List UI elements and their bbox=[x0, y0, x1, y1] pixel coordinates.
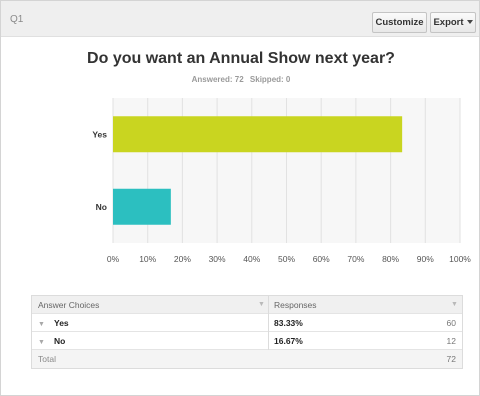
response-count: 12 bbox=[446, 336, 456, 346]
question-title: Do you want an Annual Show next year? bbox=[87, 50, 395, 67]
x-tick-label: 30% bbox=[209, 254, 226, 264]
header-answer-choices-label: Answer Choices bbox=[38, 300, 100, 310]
response-cell: 16.67% bbox=[269, 332, 463, 350]
customize-button-label: Customize bbox=[375, 17, 424, 28]
choice-cell: ▼ Yes bbox=[32, 314, 269, 332]
y-category-label: Yes bbox=[92, 129, 107, 139]
choice-label: Yes bbox=[54, 318, 69, 328]
table-row: ▼ Yes 83.33% 60 bbox=[32, 314, 462, 332]
x-tick-label: 20% bbox=[174, 254, 191, 264]
sort-arrow-icon[interactable]: ▼ bbox=[258, 301, 265, 308]
export-button[interactable]: Export bbox=[430, 12, 476, 33]
total-value: 72 bbox=[446, 354, 456, 364]
question-header: Q1 Customize Export bbox=[1, 1, 479, 37]
customize-button[interactable]: Customize bbox=[372, 12, 427, 33]
x-tick-label: 0% bbox=[107, 254, 120, 264]
sort-arrow-icon[interactable]: ▼ bbox=[451, 301, 458, 308]
response-percent: 16.67% bbox=[274, 336, 303, 346]
response-cell: 83.33% bbox=[269, 314, 463, 332]
choice-label: No bbox=[54, 336, 66, 346]
x-tick-label: 50% bbox=[278, 254, 295, 264]
question-number: Q1 bbox=[10, 14, 24, 25]
x-tick-label: 90% bbox=[417, 254, 434, 264]
table-row: ▼ No 16.67% 12 bbox=[32, 332, 462, 350]
x-tick-label: 80% bbox=[382, 254, 399, 264]
table-footer-row: Total 72 bbox=[32, 350, 462, 368]
response-stats: Answered: 72 Skipped: 0 bbox=[1, 75, 480, 84]
export-button-label: Export bbox=[433, 17, 464, 28]
responses-table: Answer Choices ▼ Responses ▼ ▼ Yes 83.33%… bbox=[31, 295, 463, 369]
header-responses[interactable]: Responses bbox=[269, 296, 463, 314]
y-category-label: No bbox=[96, 202, 107, 212]
expand-toggle-icon[interactable]: ▼ bbox=[38, 339, 45, 346]
answered-count: Answered: 72 bbox=[191, 75, 244, 84]
bar-no bbox=[113, 188, 171, 225]
x-tick-label: 70% bbox=[347, 254, 364, 264]
bar-yes bbox=[113, 116, 403, 153]
bar-chart: 0% 10% 20% 30% 40% 50% 60% 70% 80% 90% 100% Yes No bbox=[92, 98, 471, 264]
header-answer-choices[interactable]: Answer Choices bbox=[32, 296, 269, 314]
header-responses-label: Responses bbox=[274, 300, 317, 310]
x-tick-label: 40% bbox=[243, 254, 260, 264]
response-count: 60 bbox=[446, 318, 456, 328]
caret-down-icon bbox=[466, 20, 473, 25]
total-label: Total bbox=[38, 354, 56, 364]
table-header-row: Answer Choices ▼ Responses ▼ bbox=[32, 296, 462, 314]
x-tick-label: 60% bbox=[313, 254, 330, 264]
expand-toggle-icon[interactable]: ▼ bbox=[38, 321, 45, 328]
x-tick-label: 100% bbox=[449, 254, 471, 264]
choice-cell: ▼ No bbox=[32, 332, 269, 350]
x-tick-label: 10% bbox=[139, 254, 156, 264]
response-percent: 83.33% bbox=[274, 318, 303, 328]
skipped-count: Skipped: 0 bbox=[249, 75, 291, 84]
